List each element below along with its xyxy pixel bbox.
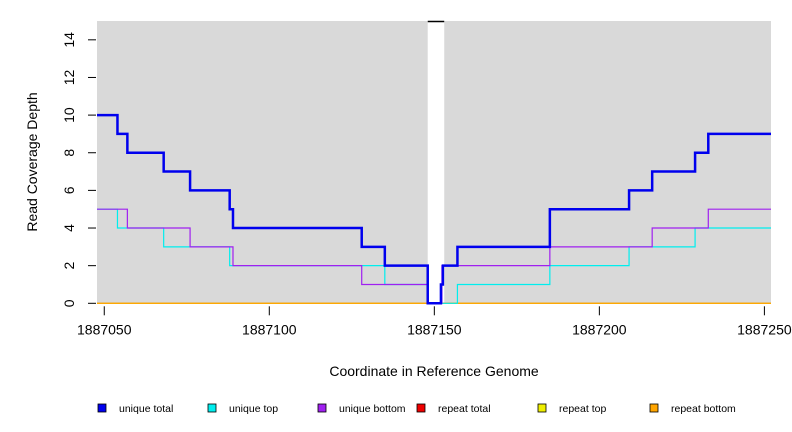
legend-item: repeat top	[537, 403, 606, 415]
x-axis: 1887050 1887100 1887150 1887200 1887250	[77, 306, 792, 337]
y-tick-label: 14	[61, 32, 77, 48]
series-unique-total	[97, 113, 771, 305]
legend-label: unique total	[119, 403, 173, 415]
x-axis-title: Coordinate in Reference Genome	[329, 363, 539, 379]
legend-item: unique top	[207, 403, 278, 415]
y-tick-label: 8	[61, 149, 77, 157]
legend-swatch	[416, 403, 426, 413]
y-axis-title: Read Coverage Depth	[24, 92, 40, 231]
y-tick-label: 0	[61, 299, 77, 307]
y-axis: 0 2 4 6 8 10 12 14	[61, 32, 96, 307]
x-tick-label: 1887100	[242, 321, 297, 337]
legend-swatch	[317, 403, 327, 413]
y-tick-label: 4	[61, 224, 77, 232]
legend-swatch	[649, 403, 659, 413]
x-tick-label: 1887200	[572, 321, 627, 337]
x-tick-label: 1887050	[77, 321, 132, 337]
y-tick-label: 12	[61, 69, 77, 85]
y-tick-label: 6	[61, 186, 77, 194]
gap-region	[427, 20, 445, 304]
legend-item: repeat total	[416, 403, 491, 415]
legend-label: repeat total	[438, 403, 491, 415]
legend-item: unique bottom	[317, 403, 406, 415]
legend-item: unique total	[97, 403, 173, 415]
legend-label: repeat top	[559, 403, 606, 415]
x-tick-label: 1887150	[407, 321, 462, 337]
y-tick-label: 2	[61, 262, 77, 270]
legend: unique total unique top unique bottom repea…	[97, 403, 736, 415]
legend-label: repeat bottom	[671, 403, 736, 415]
legend-label: unique top	[229, 403, 278, 415]
x-tick-label: 1887250	[737, 321, 792, 337]
legend-swatch	[537, 403, 547, 413]
legend-item: repeat bottom	[649, 403, 736, 415]
gap-band	[427, 21, 445, 304]
legend-label: unique bottom	[339, 403, 406, 415]
series-layer	[97, 113, 771, 305]
legend-swatch	[207, 403, 217, 413]
legend-swatch	[97, 403, 107, 413]
y-tick-label: 10	[61, 107, 77, 123]
